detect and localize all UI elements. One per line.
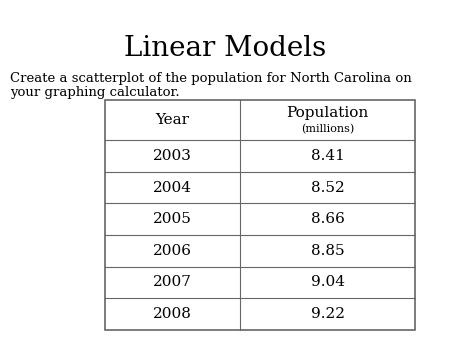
Text: 2003: 2003 xyxy=(153,149,192,163)
Text: Population: Population xyxy=(286,106,369,120)
Text: 8.66: 8.66 xyxy=(310,212,344,226)
Text: 2005: 2005 xyxy=(153,212,192,226)
Text: 2008: 2008 xyxy=(153,307,192,321)
Text: 2004: 2004 xyxy=(153,180,192,194)
Text: 2007: 2007 xyxy=(153,275,192,290)
Text: 2006: 2006 xyxy=(153,244,192,258)
Text: 8.85: 8.85 xyxy=(310,244,344,258)
Bar xyxy=(105,100,415,330)
Text: 8.41: 8.41 xyxy=(310,149,344,163)
Text: Create a scatterplot of the population for North Carolina on: Create a scatterplot of the population f… xyxy=(10,72,412,85)
Text: (millions): (millions) xyxy=(301,124,354,134)
Text: 9.04: 9.04 xyxy=(310,275,345,290)
Text: 9.22: 9.22 xyxy=(310,307,345,321)
Text: your graphing calculator.: your graphing calculator. xyxy=(10,86,180,99)
Text: Year: Year xyxy=(156,113,189,127)
Text: 8.52: 8.52 xyxy=(310,180,344,194)
Text: Linear Models: Linear Models xyxy=(124,35,326,62)
